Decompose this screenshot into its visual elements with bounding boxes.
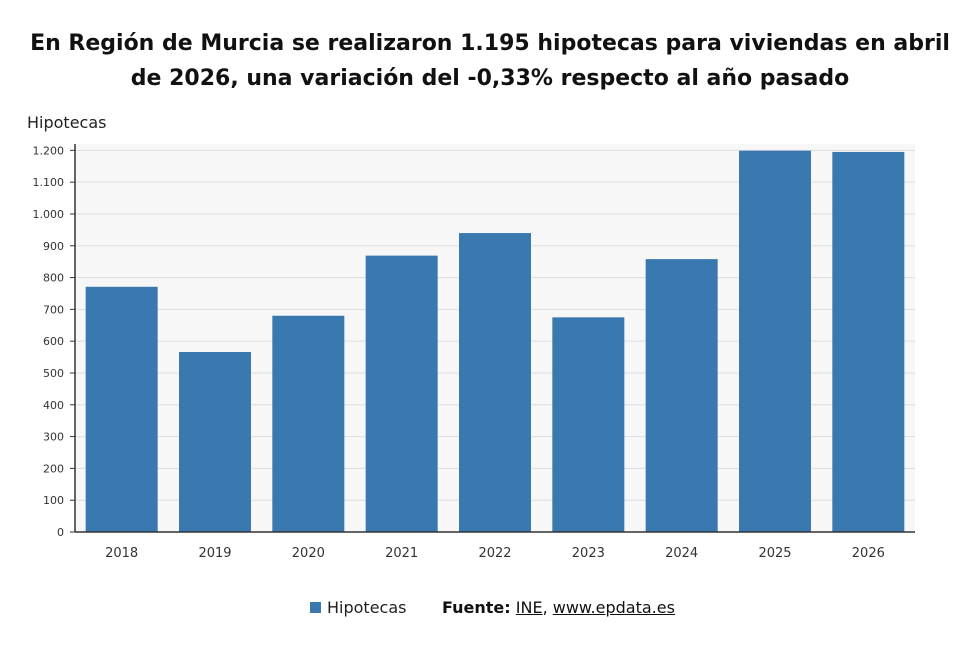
bar-2026[interactable] bbox=[832, 151, 905, 533]
bar-2025[interactable] bbox=[739, 150, 811, 532]
bar-2019[interactable] bbox=[179, 351, 251, 532]
y-tick-label: 300 bbox=[43, 431, 64, 444]
bar-2021[interactable] bbox=[365, 255, 438, 532]
y-tick-label: 1.000 bbox=[33, 208, 65, 221]
y-tick-label: 200 bbox=[43, 462, 64, 475]
y-axis-unit-label: Hipotecas bbox=[27, 113, 107, 132]
legend[interactable]: Hipotecas bbox=[310, 598, 406, 617]
y-tick-label: 800 bbox=[43, 272, 64, 285]
y-tick-label: 400 bbox=[43, 399, 64, 412]
bar-2018[interactable] bbox=[85, 286, 158, 532]
source-label: Fuente: bbox=[442, 598, 511, 617]
source-link-ine[interactable]: INE bbox=[515, 598, 543, 617]
chart-title: En Región de Murcia se realizaron 1.195 … bbox=[30, 31, 950, 91]
x-tick-label: 2021 bbox=[385, 546, 418, 561]
legend-swatch bbox=[310, 602, 321, 613]
x-axis-ticks: 2018 2019 2020 2021 2022 2023 2024 2025 2026 bbox=[105, 546, 885, 561]
y-tick-label: 0 bbox=[57, 526, 64, 539]
legend-label: Hipotecas bbox=[327, 598, 407, 617]
bar-2020[interactable] bbox=[272, 315, 345, 532]
y-tick-label: 500 bbox=[43, 367, 64, 380]
x-tick-label: 2022 bbox=[478, 546, 511, 561]
source-link-epdata[interactable]: www.epdata.es bbox=[552, 598, 675, 617]
y-tick-label: 1.100 bbox=[33, 176, 65, 189]
source-separator: , bbox=[542, 598, 548, 617]
x-tick-label: 2020 bbox=[292, 546, 325, 561]
y-tick-label: 1.200 bbox=[33, 144, 65, 157]
bar-2023[interactable] bbox=[552, 317, 625, 532]
source-credit: Fuente: INE, www.epdata.es bbox=[442, 598, 675, 617]
x-tick-label: 2023 bbox=[572, 546, 605, 561]
axes bbox=[74, 144, 915, 533]
x-tick-label: 2025 bbox=[758, 546, 791, 561]
x-tick-label: 2026 bbox=[852, 546, 885, 561]
y-tick-label: 600 bbox=[43, 335, 64, 348]
y-tick-label: 100 bbox=[43, 494, 64, 507]
bar-2024[interactable] bbox=[645, 259, 718, 532]
x-tick-label: 2018 bbox=[105, 546, 138, 561]
y-tick-label: 900 bbox=[43, 240, 64, 253]
y-tick-label: 700 bbox=[43, 303, 64, 316]
x-tick-label: 2024 bbox=[665, 546, 698, 561]
chart-footer: Hipotecas Fuente: INE, www.epdata.es bbox=[0, 598, 980, 622]
bar-2022[interactable] bbox=[459, 233, 531, 532]
y-axis-ticks: 0 100 200 300 400 500 600 700 800 900 1.000 1.100 1.… bbox=[33, 144, 75, 539]
x-tick-label: 2019 bbox=[198, 546, 231, 561]
bars bbox=[85, 150, 905, 533]
